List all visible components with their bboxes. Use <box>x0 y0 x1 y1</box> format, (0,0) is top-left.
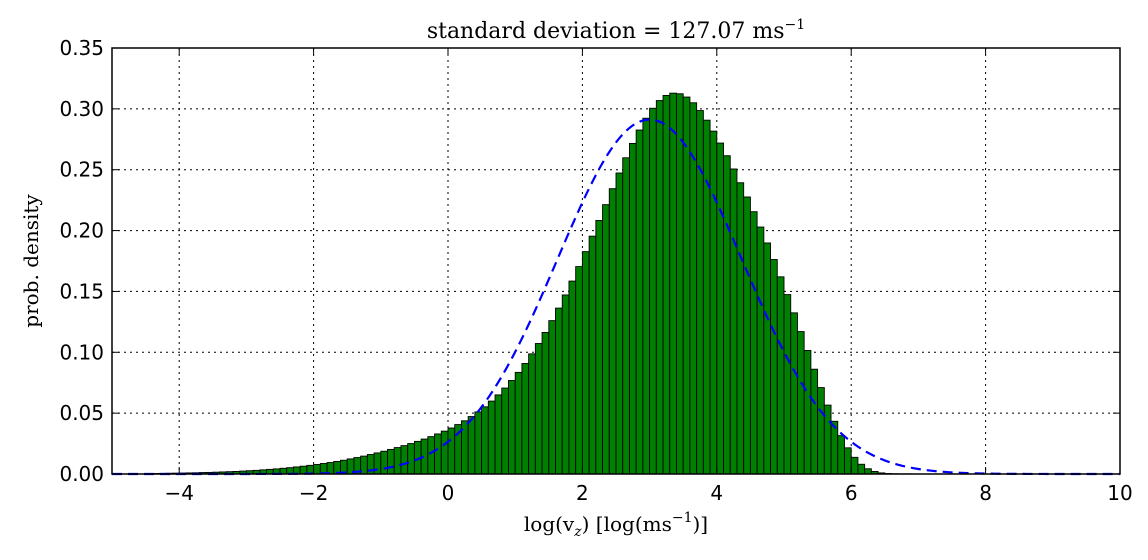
y-tick-label: 0.00 <box>59 462 104 486</box>
histogram-bar <box>716 142 724 475</box>
histogram-bar <box>467 416 476 475</box>
histogram-bar <box>810 368 819 475</box>
histogram-bar <box>702 119 711 475</box>
histogram-bar <box>857 463 866 475</box>
histogram-bar <box>487 400 496 475</box>
histogram-bar <box>508 380 516 475</box>
histogram-bar <box>602 204 610 475</box>
x-tick-label: 6 <box>845 481 858 505</box>
y-tick-label: 0.30 <box>59 97 104 121</box>
histogram-bar <box>749 211 758 475</box>
histogram-bar <box>400 445 409 475</box>
histogram-bar <box>501 387 509 475</box>
histogram-bar <box>595 220 604 475</box>
y-tick-label: 0.05 <box>59 401 104 425</box>
histogram-bar <box>608 188 617 475</box>
histogram-bar <box>649 107 657 475</box>
x-tick-label: −2 <box>299 481 328 505</box>
histogram-bar <box>313 464 321 475</box>
histogram-bar <box>548 320 556 475</box>
histogram-bar <box>575 266 583 475</box>
histogram-bar <box>790 312 798 475</box>
histogram-bar <box>729 168 738 475</box>
histogram-bar <box>783 294 792 475</box>
histogram-bar <box>655 100 664 475</box>
x-tick-label: 10 <box>1107 481 1132 505</box>
histogram-bar <box>521 363 530 475</box>
histogram-bar <box>387 448 395 475</box>
histogram-bar <box>837 435 845 475</box>
histogram-bar <box>434 433 442 475</box>
histogram-bar <box>676 93 684 475</box>
y-axis-title: prob. density <box>19 194 43 328</box>
x-axis-title-subscript: z <box>573 524 582 540</box>
histogram-bar <box>622 157 630 475</box>
x-axis-title-superscript: −1 <box>672 510 693 526</box>
histogram-bar <box>696 110 704 475</box>
y-tick-label: 0.10 <box>59 340 104 364</box>
y-tick-label: 0.35 <box>59 36 104 60</box>
histogram-bar <box>763 242 772 475</box>
histogram-bar <box>642 117 651 475</box>
histogram-bar <box>514 371 523 475</box>
histogram-bar <box>541 331 550 475</box>
histogram-bar <box>662 95 671 475</box>
y-tick-label: 0.15 <box>59 279 104 303</box>
histogram-bars <box>145 92 913 475</box>
histogram-bar <box>494 394 503 475</box>
histogram-bar <box>561 294 570 475</box>
histogram-bar <box>709 130 718 475</box>
histogram-bar <box>628 142 637 475</box>
histogram-bar <box>796 331 805 475</box>
x-tick-label: −4 <box>164 481 193 505</box>
histogram-bar <box>682 96 691 475</box>
histogram-bar <box>481 406 489 475</box>
histogram-bar <box>440 430 449 475</box>
x-tick-label: 4 <box>710 481 723 505</box>
y-tick-label: 0.20 <box>59 219 104 243</box>
histogram-bar <box>844 447 852 475</box>
axes-frame <box>111 47 1121 475</box>
x-tick-label: 2 <box>576 481 589 505</box>
histogram-bar <box>817 387 825 475</box>
histogram-bar <box>830 420 839 475</box>
y-tick-label: 0.25 <box>59 158 104 182</box>
histogram-bar <box>756 226 765 475</box>
histogram-bar <box>770 259 778 475</box>
histogram-bar <box>568 280 577 475</box>
histogram-bar <box>669 92 677 475</box>
histogram-bar <box>528 353 536 475</box>
x-tick-label: 8 <box>979 481 992 505</box>
title-superscript: −1 <box>785 17 806 33</box>
histogram-bar <box>736 182 745 475</box>
axis-ticks: −4 −2 0 2 4 6 8 10 0.00 0.05 0.10 0.15 0.20 0.25 0.30 0… <box>59 36 1132 505</box>
histogram-bar <box>776 276 785 475</box>
histogram-bar <box>447 427 456 475</box>
histogram-bar <box>407 443 415 475</box>
histogram-bar <box>380 450 388 475</box>
histogram-bar <box>850 456 859 475</box>
histogram-bar <box>803 350 812 475</box>
histogram-bar <box>427 436 436 475</box>
x-axis-title: log(vz) [log(ms−1)] <box>524 510 708 540</box>
histogram-bar <box>555 307 563 475</box>
histogram-bar <box>743 196 751 475</box>
chart-title: standard deviation = 127.07 ms−1 <box>427 17 805 44</box>
histogram-bar <box>864 468 872 475</box>
histogram-bar <box>615 172 624 475</box>
histogram-bar <box>588 235 597 475</box>
histogram-bar <box>393 447 402 475</box>
histogram-bar <box>635 129 644 475</box>
histogram-bar <box>474 411 483 475</box>
histogram-bar <box>723 155 731 475</box>
x-tick-label: 0 <box>442 481 455 505</box>
histogram-bar <box>581 251 590 475</box>
histogram-bar <box>534 343 543 475</box>
